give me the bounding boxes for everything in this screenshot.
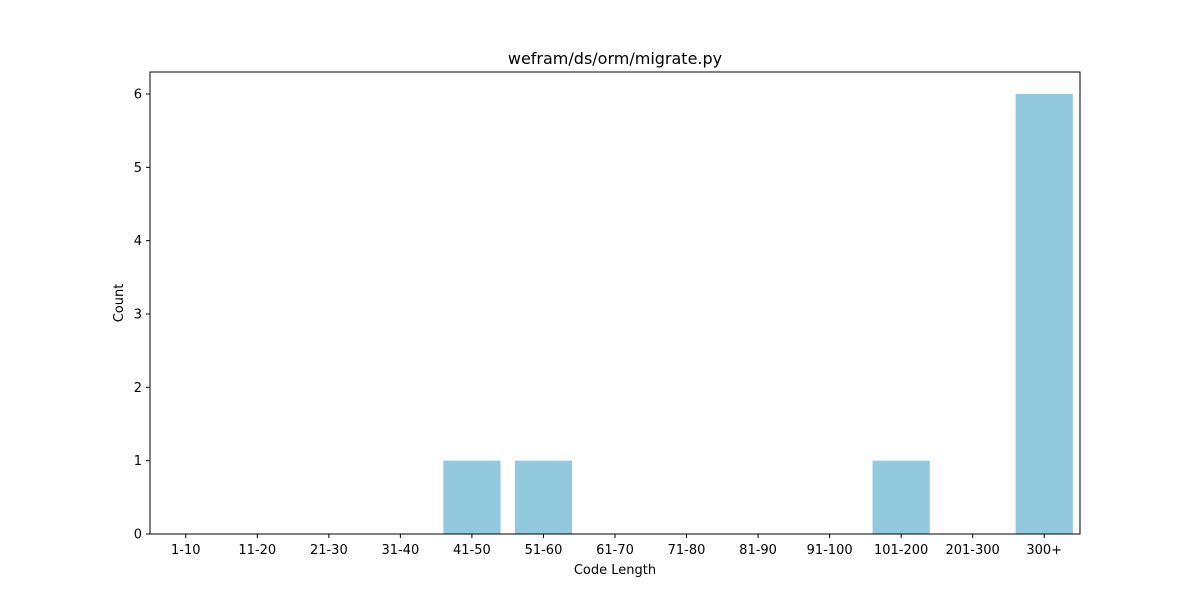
x-tick-label: 51-60	[525, 543, 563, 558]
y-axis: 0 1 2 3 4 5 6	[134, 88, 150, 543]
x-axis: 1-10 11-20 21-30 31-40 41-50 51-60 61-70 71-80 8…	[171, 534, 1062, 558]
y-tick-label: 3	[134, 308, 142, 323]
chart-title: wefram/ds/orm/migrate.py	[508, 49, 722, 68]
bar-41-50	[443, 460, 501, 534]
y-tick-label: 6	[134, 88, 142, 103]
x-tick-label: 31-40	[381, 543, 419, 558]
y-axis-label: Count	[112, 284, 127, 323]
y-tick-label: 4	[134, 234, 142, 249]
x-tick-label: 61-70	[596, 543, 634, 558]
x-tick-label: 300+	[1026, 543, 1062, 558]
y-tick-label: 0	[134, 528, 142, 543]
y-tick-label: 5	[134, 161, 142, 176]
bars-group	[443, 94, 1073, 534]
plot-frame	[149, 71, 1081, 535]
x-tick-label: 1-10	[171, 543, 201, 558]
x-axis-label: Code Length	[574, 563, 656, 578]
bar-300+	[1015, 94, 1073, 534]
y-tick-label: 2	[134, 381, 142, 396]
x-tick-label: 101-200	[874, 543, 928, 558]
x-tick-label: 81-90	[739, 543, 777, 558]
x-tick-label: 21-30	[310, 543, 348, 558]
y-tick-label: 1	[134, 454, 142, 469]
x-tick-label: 41-50	[453, 543, 491, 558]
x-tick-label: 91-100	[807, 543, 853, 558]
bar-51-60	[514, 460, 573, 534]
x-tick-label: 71-80	[668, 543, 706, 558]
x-tick-label: 11-20	[238, 543, 276, 558]
bar-101-200	[872, 460, 930, 534]
x-tick-label: 201-300	[946, 543, 1000, 558]
